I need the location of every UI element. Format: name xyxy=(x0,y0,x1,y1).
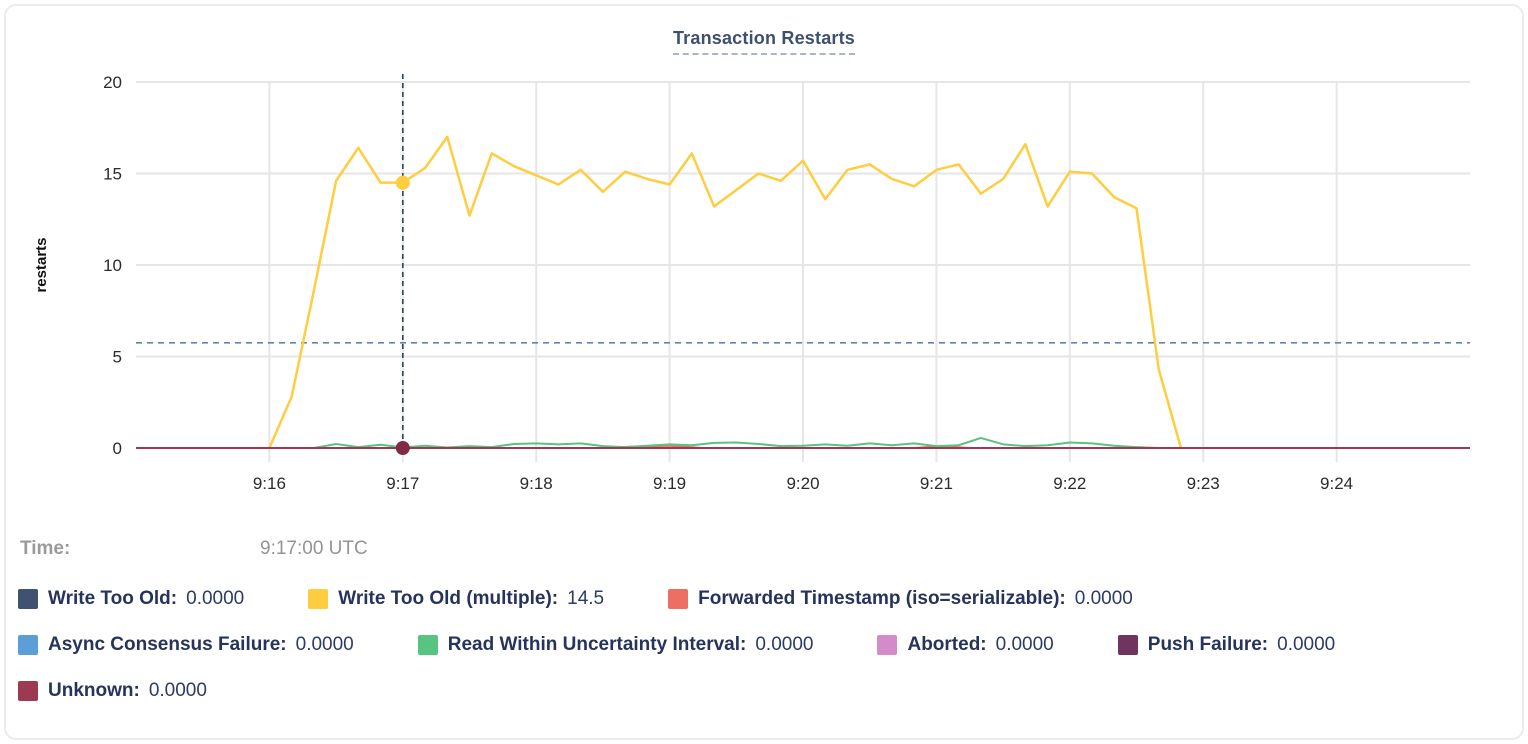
x-tick-label: 9:19 xyxy=(653,474,686,493)
legend-item-value: 0.0000 xyxy=(755,634,814,655)
y-tick-label: 10 xyxy=(103,256,122,275)
chart-legend: Write Too Old: 0.0000 Write Too Old (multi… xyxy=(18,586,1512,704)
legend-item: Async Consensus Failure: 0.0000 xyxy=(18,634,354,656)
legend-swatch xyxy=(668,589,689,609)
x-tick-label: 9:20 xyxy=(786,474,819,493)
legend-item-label: Async Consensus Failure: xyxy=(48,634,287,655)
legend-item-value: 0.0000 xyxy=(995,634,1054,655)
legend-swatch xyxy=(18,589,38,609)
x-tick-label: 9:17 xyxy=(386,474,419,493)
x-tick-label: 9:21 xyxy=(920,474,953,493)
legend-item-label: Write Too Old: xyxy=(48,588,178,609)
legend-swatch xyxy=(877,635,898,655)
y-tick-label: 15 xyxy=(103,165,122,184)
x-tick-label: 9:22 xyxy=(1053,474,1086,493)
legend-item: Unknown: 0.0000 xyxy=(18,680,207,702)
legend-item-value: 0.0000 xyxy=(148,680,207,701)
legend-swatch xyxy=(417,635,438,655)
legend-swatch xyxy=(18,681,38,701)
x-tick-label: 9:24 xyxy=(1320,474,1353,493)
legend-row: Write Too Old: 0.0000 Write Too Old (multi… xyxy=(18,586,1512,612)
legend-item: Push Failure: 0.0000 xyxy=(1117,634,1336,656)
legend-item-value: 0.0000 xyxy=(186,588,245,609)
chart-header: Transaction Restarts xyxy=(0,28,1528,55)
transaction-restarts-chart[interactable]: 0 5 10 15 20 9:16 9:17 9:18 9:19 9:20 9:21 9:22 9:23… xyxy=(0,0,1528,520)
chart-title[interactable]: Transaction Restarts xyxy=(672,28,856,55)
legend-row: Unknown: 0.0000 xyxy=(18,678,1512,704)
series-line xyxy=(268,135,1183,449)
time-value: 9:17:00 UTC xyxy=(260,538,368,559)
legend-swatch xyxy=(18,635,38,655)
chart-card xyxy=(4,4,1524,740)
legend-item: Write Too Old (multiple): 14.5 xyxy=(308,588,604,610)
legend-swatch xyxy=(1117,635,1138,655)
series-line xyxy=(313,436,1159,449)
legend-item-value: 14.5 xyxy=(567,588,605,609)
legend-item: Aborted: 0.0000 xyxy=(877,634,1054,656)
legend-item-value: 0.0000 xyxy=(1277,634,1336,655)
legend-item-label: Aborted: xyxy=(907,634,987,655)
y-tick-label: 0 xyxy=(113,439,122,458)
y-tick-label: 5 xyxy=(113,348,122,367)
legend-item-label: Read Within Uncertainty Interval: xyxy=(447,634,747,655)
legend-item: Forwarded Timestamp (iso=serializable): 0… xyxy=(668,588,1133,610)
x-tick-label: 9:16 xyxy=(253,474,286,493)
legend-item-value: 0.0000 xyxy=(1074,588,1133,609)
y-axis-label: restarts xyxy=(33,237,50,292)
legend-item-label: Forwarded Timestamp (iso=serializable): xyxy=(698,588,1066,609)
legend-item: Read Within Uncertainty Interval: 0.0000 xyxy=(417,634,814,656)
legend-item-value: 0.0000 xyxy=(295,634,354,655)
hover-point-dot xyxy=(395,175,410,190)
legend-swatch xyxy=(308,589,329,609)
legend-row: Async Consensus Failure: 0.0000 Read Withi… xyxy=(18,632,1512,658)
x-tick-label: 9:18 xyxy=(520,474,553,493)
legend-item-label: Write Too Old (multiple): xyxy=(338,588,559,609)
legend-item: Write Too Old: 0.0000 xyxy=(18,588,244,610)
legend-item-label: Push Failure: xyxy=(1147,634,1269,655)
time-label: Time: xyxy=(20,538,71,559)
time-readout: Time: 9:17:00 UTC xyxy=(20,538,720,560)
x-tick-label: 9:23 xyxy=(1187,474,1220,493)
hover-point-dot xyxy=(395,441,410,455)
legend-item-label: Unknown: xyxy=(48,680,140,701)
y-tick-label: 20 xyxy=(103,73,122,92)
